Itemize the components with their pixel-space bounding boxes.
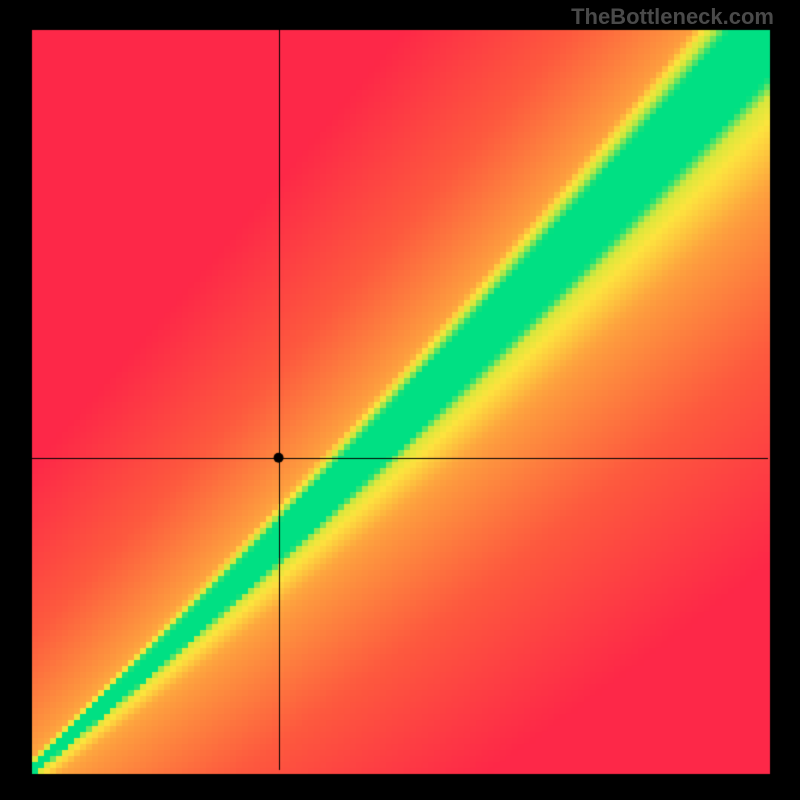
watermark-text: TheBottleneck.com (571, 4, 774, 30)
bottleneck-heatmap (0, 0, 800, 800)
